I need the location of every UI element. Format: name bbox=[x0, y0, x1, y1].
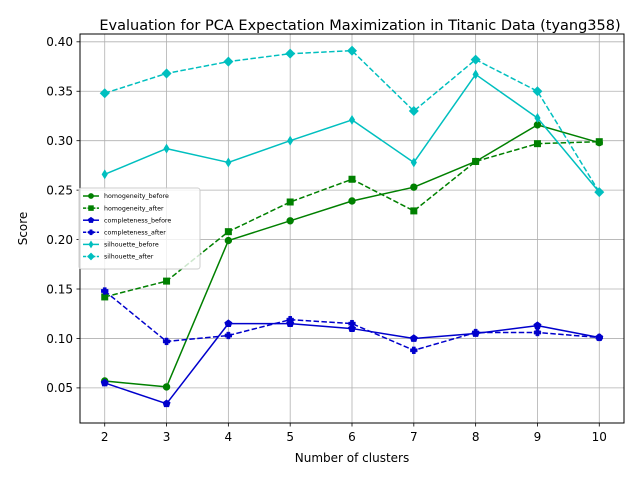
x-tick-label: 4 bbox=[225, 430, 233, 444]
legend-label: completeness_before bbox=[104, 217, 171, 224]
data-point bbox=[163, 277, 171, 285]
y-tick-label: 0.25 bbox=[46, 183, 73, 197]
data-point bbox=[99, 88, 110, 99]
x-tick-label: 10 bbox=[592, 430, 607, 444]
legend-label: silhouette_before bbox=[104, 242, 159, 249]
series-completeness_after bbox=[101, 287, 603, 354]
y-tick-label: 0.10 bbox=[46, 332, 73, 346]
data-point bbox=[533, 321, 542, 330]
data-point bbox=[287, 135, 294, 146]
data-point bbox=[224, 228, 232, 236]
legend-marker bbox=[88, 240, 94, 249]
data-point bbox=[162, 399, 171, 408]
legend-label: homogeneity_before bbox=[104, 193, 169, 200]
data-point bbox=[348, 114, 356, 125]
x-tick-label: 2 bbox=[101, 430, 109, 444]
series-layer bbox=[99, 45, 605, 408]
legend-marker bbox=[88, 193, 94, 199]
data-point bbox=[533, 328, 542, 337]
data-point bbox=[533, 140, 541, 148]
legend-entry: completeness_before bbox=[83, 216, 171, 224]
legend-marker bbox=[88, 229, 94, 236]
legend-entry: homogeneity_after bbox=[83, 205, 164, 212]
legend-entry: homogeneity_before bbox=[83, 193, 169, 200]
legend-label: silhouette_after bbox=[104, 254, 154, 261]
data-point bbox=[348, 197, 356, 205]
data-point bbox=[594, 187, 605, 198]
data-point bbox=[286, 198, 294, 206]
legend-entry: silhouette_after bbox=[83, 252, 154, 261]
data-point bbox=[225, 157, 232, 168]
data-point bbox=[595, 333, 603, 342]
data-point bbox=[224, 319, 233, 328]
data-point bbox=[285, 48, 296, 59]
data-point bbox=[223, 56, 234, 67]
legend-marker bbox=[87, 252, 95, 261]
data-point bbox=[595, 138, 603, 146]
data-point bbox=[532, 86, 543, 97]
y-tick-label: 0.40 bbox=[46, 35, 73, 49]
data-point bbox=[410, 183, 418, 191]
data-point bbox=[100, 378, 109, 387]
data-point bbox=[286, 316, 294, 324]
data-point bbox=[410, 346, 418, 354]
legend-marker bbox=[88, 205, 94, 211]
legend-marker bbox=[87, 216, 95, 223]
data-point bbox=[224, 331, 233, 340]
x-tick-label: 7 bbox=[410, 430, 418, 444]
data-point bbox=[470, 54, 481, 65]
y-axis-label: Score bbox=[16, 212, 30, 246]
grid bbox=[80, 34, 624, 423]
data-point bbox=[348, 175, 356, 183]
data-point bbox=[348, 319, 356, 328]
data-point bbox=[101, 169, 108, 180]
data-point bbox=[410, 207, 418, 215]
x-tick-label: 9 bbox=[534, 430, 542, 444]
data-point bbox=[409, 334, 418, 342]
data-point bbox=[410, 157, 417, 168]
y-tick-label: 0.30 bbox=[46, 134, 73, 148]
y-tick-label: 0.05 bbox=[46, 381, 73, 395]
data-point bbox=[161, 68, 172, 79]
chart-title: Evaluation for PCA Expectation Maximizat… bbox=[99, 18, 620, 34]
data-point bbox=[346, 45, 358, 56]
x-tick-label: 8 bbox=[472, 430, 480, 444]
data-point bbox=[408, 106, 419, 117]
data-point bbox=[471, 328, 480, 337]
series-homogeneity_before bbox=[101, 121, 603, 391]
legend-box bbox=[78, 187, 201, 270]
legend-label: homogeneity_after bbox=[104, 205, 164, 212]
legend-label: completeness_after bbox=[104, 230, 166, 237]
data-point bbox=[472, 157, 480, 165]
data-point bbox=[534, 113, 541, 123]
data-point bbox=[286, 217, 294, 225]
data-point bbox=[472, 69, 479, 80]
y-tick-label: 0.15 bbox=[46, 282, 73, 296]
legend-entry: completeness_after bbox=[83, 229, 166, 237]
data-point bbox=[162, 383, 171, 391]
x-tick-label: 5 bbox=[286, 430, 294, 444]
data-point bbox=[101, 287, 109, 295]
x-tick-label: 3 bbox=[163, 430, 171, 444]
data-point bbox=[162, 337, 171, 346]
data-point bbox=[224, 236, 233, 245]
axes: 2 3 4 5 6 7 8 9 10 0.05 0.10 0.15 0.20 0.25 0.30 0.35 0.… bbox=[46, 35, 607, 444]
y-tick-label: 0.35 bbox=[46, 85, 73, 99]
data-point bbox=[101, 293, 109, 301]
y-tick-label: 0.20 bbox=[46, 233, 73, 247]
data-point bbox=[163, 143, 170, 154]
series-silhouette_after bbox=[99, 45, 605, 198]
x-axis-label: Number of clusters bbox=[295, 451, 409, 465]
legend: homogeneity_before homogeneity_aftercompl… bbox=[78, 187, 201, 270]
x-tick-label: 6 bbox=[348, 430, 356, 444]
legend-entry: silhouette_before bbox=[83, 240, 159, 249]
